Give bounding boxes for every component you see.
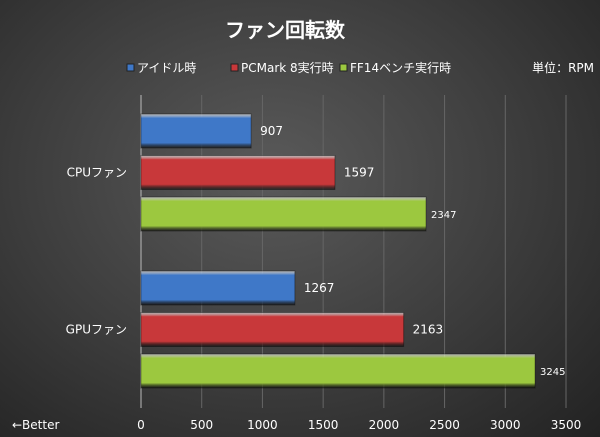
legend-swatch bbox=[126, 63, 135, 72]
data-label: 1267 bbox=[304, 281, 335, 295]
legend-label: アイドル時 bbox=[137, 61, 196, 75]
legend-swatch bbox=[230, 63, 239, 72]
category-label: CPUファン bbox=[67, 166, 127, 180]
x-tick-label: 1000 bbox=[247, 418, 278, 432]
better-note: ←Better bbox=[12, 418, 59, 432]
x-tick-label: 500 bbox=[190, 418, 213, 432]
category-label: GPUファン bbox=[66, 323, 127, 337]
x-tick-label: 3000 bbox=[490, 418, 521, 432]
legend-swatch bbox=[339, 63, 348, 72]
x-tick-label: 2500 bbox=[429, 418, 460, 432]
data-label: 2347 bbox=[431, 210, 456, 221]
bar bbox=[140, 312, 405, 347]
data-label: 907 bbox=[260, 124, 283, 138]
bar bbox=[140, 113, 252, 149]
x-tick-label: 2000 bbox=[369, 418, 400, 432]
legend-label: PCMark 8実行時 bbox=[241, 60, 334, 75]
x-tick-label: 1500 bbox=[308, 418, 339, 432]
data-label: 3245 bbox=[540, 367, 565, 378]
data-label: 1597 bbox=[344, 166, 375, 180]
unit-label: 単位：RPM bbox=[532, 60, 594, 75]
chart-title: ファン回転数 bbox=[225, 18, 346, 42]
x-tick-label: 3500 bbox=[551, 418, 582, 432]
x-tick-label: 0 bbox=[137, 418, 145, 432]
legend-label: FF14ベンチ実行時 bbox=[350, 60, 451, 75]
bar bbox=[140, 353, 536, 389]
bar bbox=[140, 270, 296, 306]
bar bbox=[140, 196, 427, 232]
bar bbox=[140, 155, 336, 190]
data-label: 2163 bbox=[413, 323, 444, 337]
